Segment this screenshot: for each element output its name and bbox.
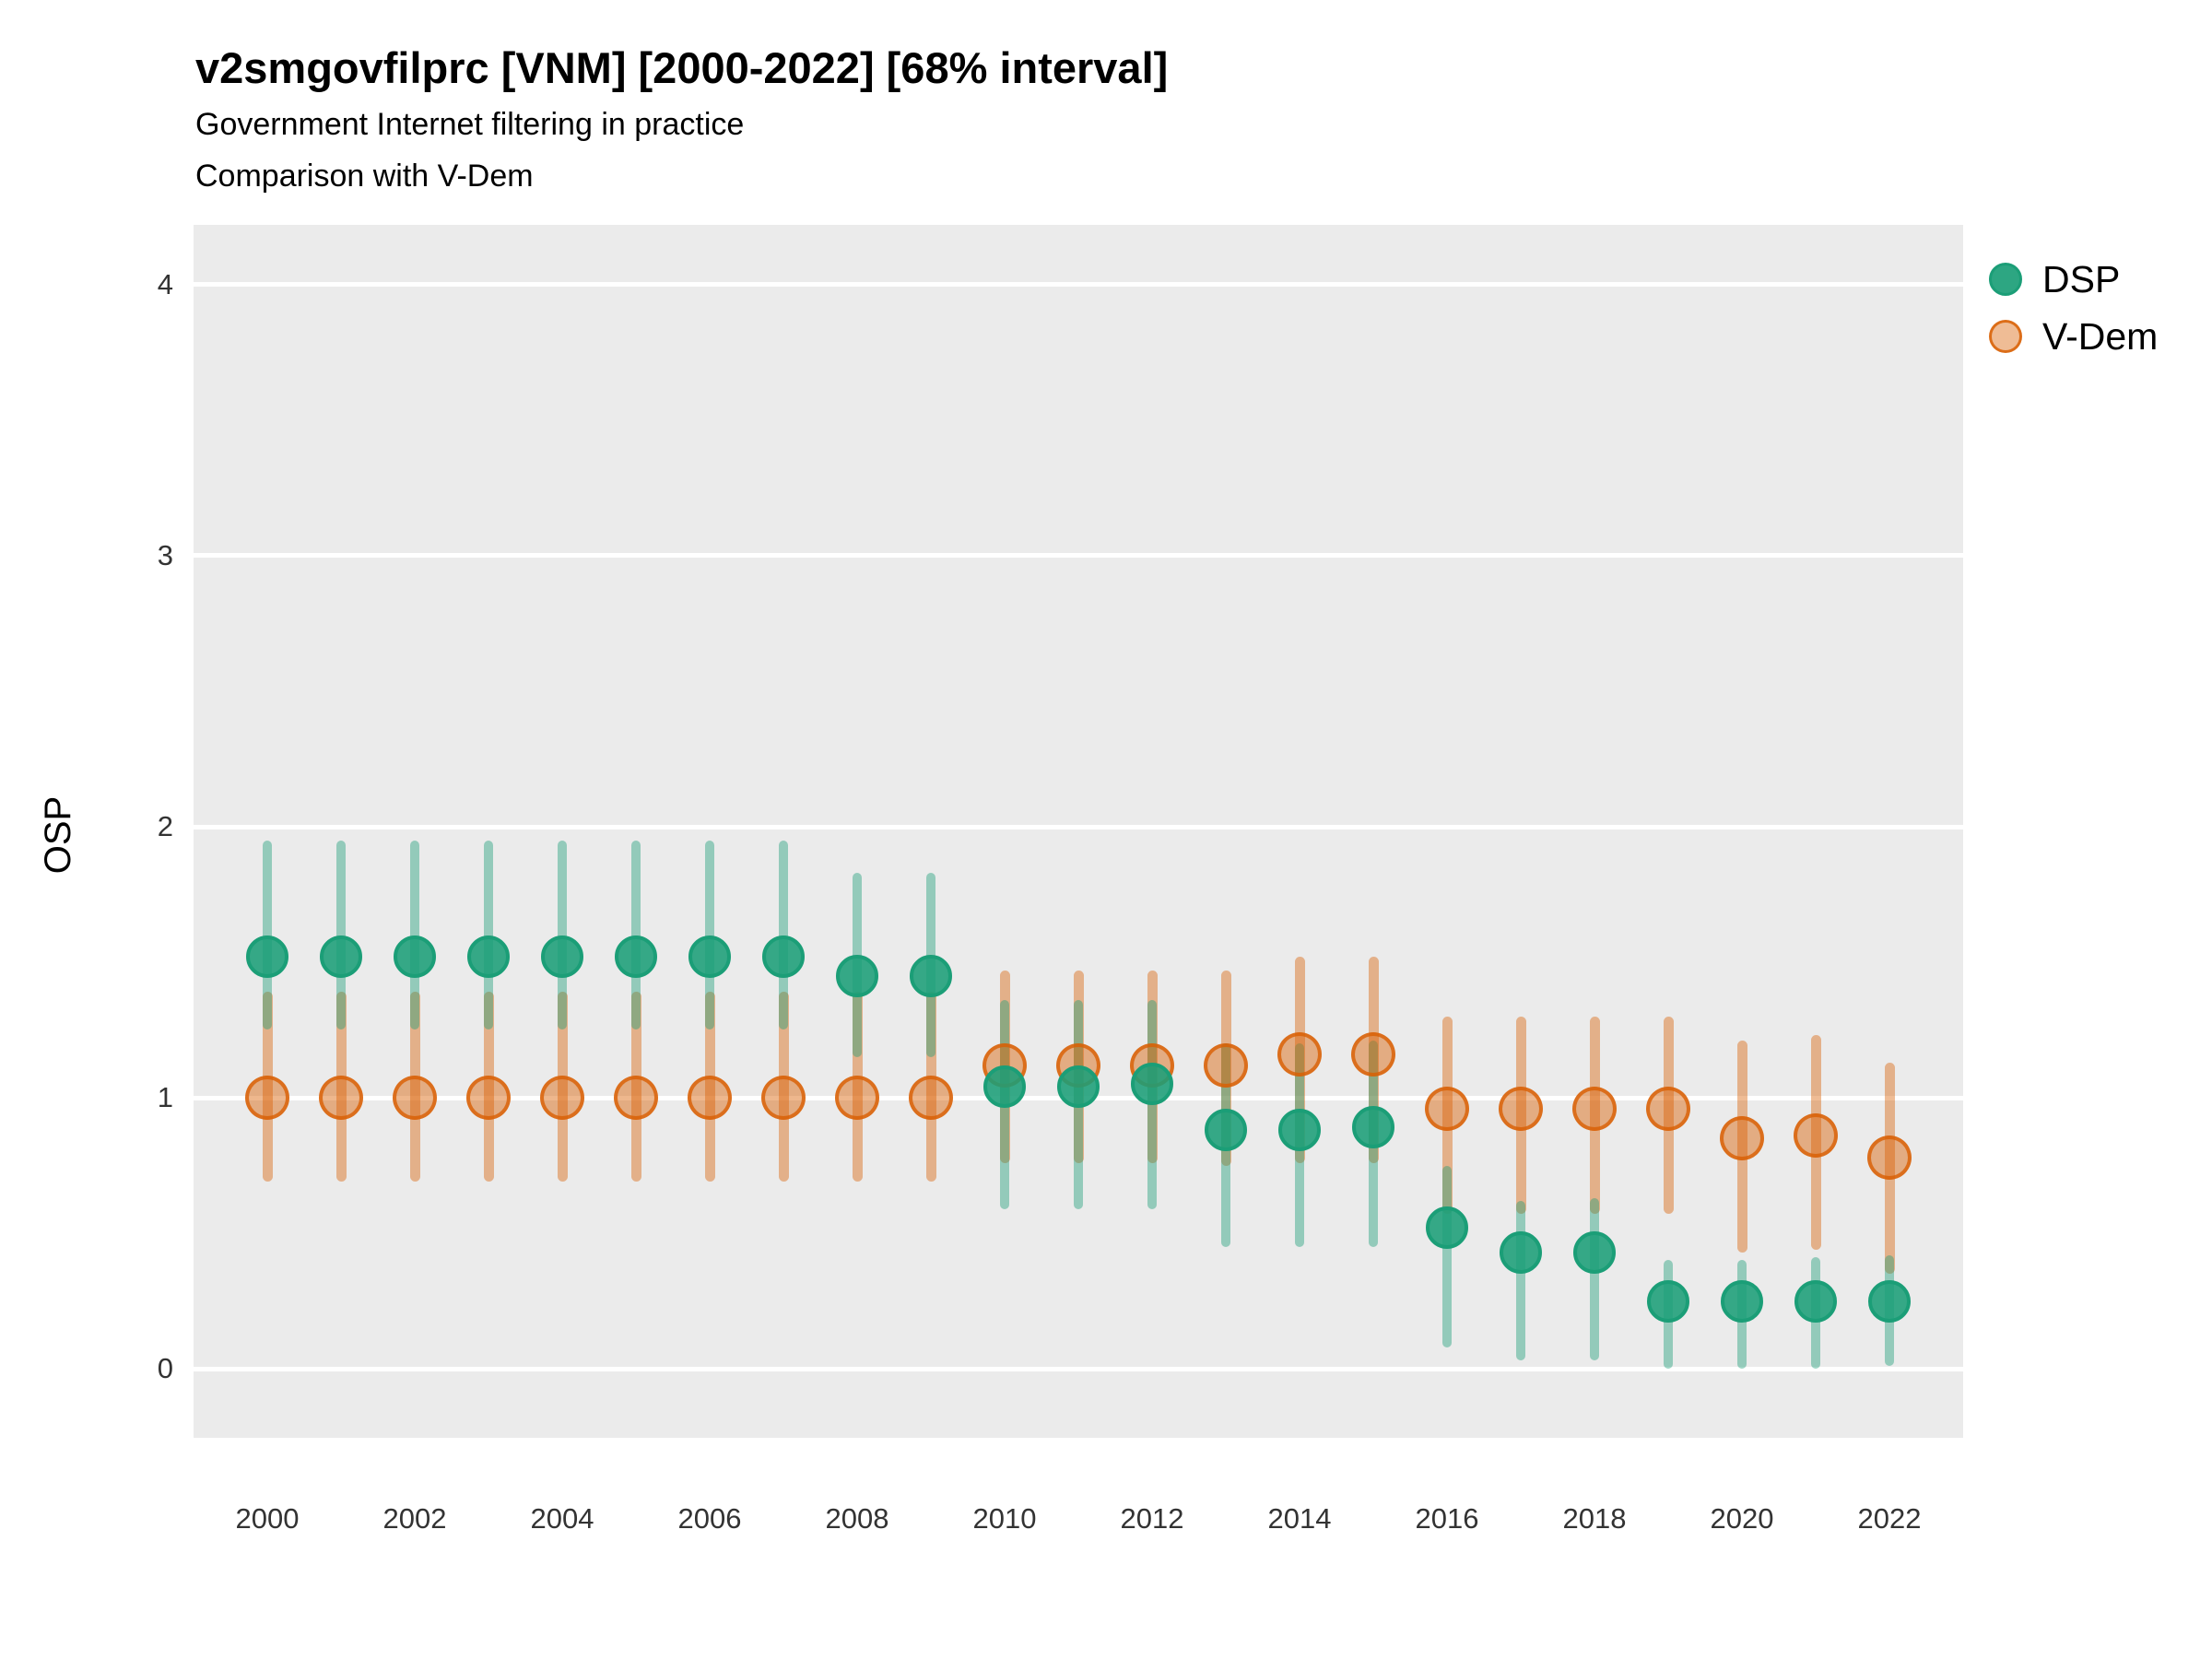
- dsp-point-2018: [1573, 1230, 1616, 1274]
- dsp-point-2006: [688, 935, 731, 979]
- dsp-legend-dot-icon: [1989, 263, 2022, 296]
- dsp-point-2000: [246, 935, 288, 979]
- dsp-point-2010: [983, 1065, 1026, 1109]
- dsp-point-2014: [1278, 1109, 1321, 1152]
- x-tick-label-2002: 2002: [382, 1502, 447, 1535]
- dsp-error-bar-2001: [336, 840, 346, 1030]
- dsp-error-bar-2007: [779, 840, 788, 1030]
- vdem-point-2006: [688, 1076, 732, 1120]
- dsp-error-bar-2002: [410, 840, 419, 1030]
- y-tick-label-2: 2: [157, 810, 173, 842]
- x-tick-label-2012: 2012: [1120, 1502, 1184, 1535]
- vdem-point-2003: [466, 1076, 511, 1120]
- y-tick-label-1: 1: [157, 1081, 173, 1113]
- dsp-point-2007: [762, 935, 805, 979]
- dsp-point-2001: [320, 935, 362, 979]
- vdem-point-2015: [1351, 1031, 1395, 1077]
- dsp-point-2021: [1794, 1279, 1837, 1323]
- dsp-point-2005: [615, 935, 657, 979]
- dsp-error-bar-2017: [1516, 1200, 1525, 1361]
- chart-title: v2smgovfilprc [VNM] [2000-2022] [68% int…: [195, 43, 1169, 92]
- vdem-point-2005: [614, 1076, 658, 1120]
- dsp-point-2022: [1868, 1279, 1911, 1323]
- vdem-point-2009: [909, 1076, 953, 1120]
- gridline-y-3: [194, 553, 1963, 559]
- vdem-point-2014: [1277, 1031, 1322, 1077]
- vdem-point-2008: [835, 1076, 879, 1120]
- dsp-point-2009: [910, 954, 952, 997]
- vdem-point-2019: [1646, 1086, 1690, 1131]
- vdem-point-2018: [1572, 1086, 1617, 1131]
- vdem-point-2021: [1794, 1113, 1838, 1159]
- vdem-legend-label: V-Dem: [2042, 314, 2159, 358]
- dsp-point-2012: [1131, 1063, 1173, 1106]
- plot-panel: [194, 225, 1963, 1438]
- vdem-point-2022: [1867, 1135, 1912, 1180]
- chart-subtitle-line1: Government Internet filtering in practic…: [195, 107, 745, 142]
- gridline-y-2: [194, 824, 1963, 830]
- legend-item-vdem: V-Dem: [1989, 308, 2158, 365]
- y-tick-label-0: 0: [157, 1352, 173, 1385]
- vdem-point-2004: [540, 1076, 584, 1120]
- vdem-point-2016: [1425, 1086, 1469, 1131]
- dsp-error-bar-2018: [1590, 1197, 1599, 1361]
- vdem-point-2007: [761, 1076, 806, 1120]
- x-tick-label-2016: 2016: [1415, 1502, 1479, 1535]
- dsp-error-bar-2006: [705, 840, 714, 1030]
- vdem-point-2017: [1499, 1086, 1543, 1131]
- dsp-point-2015: [1352, 1106, 1394, 1149]
- dsp-point-2003: [467, 935, 510, 979]
- gridline-y-4: [194, 282, 1963, 288]
- vdem-point-2013: [1204, 1042, 1248, 1088]
- x-tick-label-2006: 2006: [677, 1502, 742, 1535]
- dsp-point-2008: [836, 954, 878, 997]
- chart-subtitle-line2: Comparison with V-Dem: [195, 159, 534, 194]
- dsp-legend-label: DSP: [2042, 257, 2121, 300]
- x-tick-label-2004: 2004: [530, 1502, 594, 1535]
- vdem-point-2002: [393, 1076, 437, 1120]
- dsp-point-2004: [541, 935, 583, 979]
- x-tick-label-2018: 2018: [1562, 1502, 1627, 1535]
- x-tick-label-2014: 2014: [1267, 1502, 1332, 1535]
- vdem-point-2001: [319, 1076, 363, 1120]
- vdem-legend-dot-icon: [1989, 320, 2022, 353]
- dsp-point-2017: [1500, 1230, 1542, 1274]
- y-tick-label-4: 4: [157, 267, 173, 300]
- dsp-error-bar-2004: [558, 840, 567, 1030]
- dsp-point-2020: [1721, 1279, 1763, 1323]
- legend: DSP V-Dem: [1989, 251, 2158, 365]
- dsp-error-bar-2003: [484, 840, 493, 1030]
- y-tick-label-3: 3: [157, 538, 173, 571]
- x-tick-label-2020: 2020: [1710, 1502, 1774, 1535]
- x-tick-label-2022: 2022: [1857, 1502, 1922, 1535]
- dsp-point-2019: [1647, 1279, 1689, 1323]
- dsp-error-bar-2000: [263, 840, 272, 1030]
- x-tick-label-2008: 2008: [825, 1502, 889, 1535]
- vdem-point-2000: [245, 1076, 289, 1120]
- dsp-point-2016: [1426, 1206, 1468, 1250]
- x-tick-label-2000: 2000: [235, 1502, 300, 1535]
- legend-item-dsp: DSP: [1989, 251, 2158, 308]
- dsp-point-2011: [1057, 1065, 1100, 1109]
- dsp-point-2002: [394, 935, 436, 979]
- x-tick-label-2010: 2010: [972, 1502, 1037, 1535]
- gridline-y-0: [194, 1366, 1963, 1371]
- dsp-point-2013: [1205, 1109, 1247, 1152]
- dsp-error-bar-2016: [1442, 1165, 1452, 1347]
- vdem-point-2020: [1720, 1116, 1764, 1161]
- dsp-error-bar-2005: [631, 840, 641, 1030]
- y-axis-title: OSP: [38, 795, 78, 875]
